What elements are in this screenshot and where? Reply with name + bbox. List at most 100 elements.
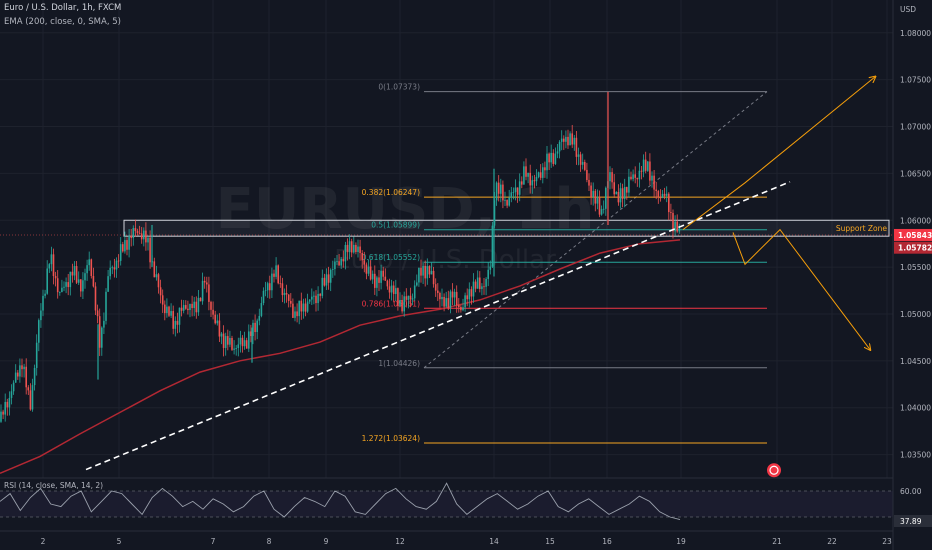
candle [33, 364, 36, 391]
candle-body [296, 311, 298, 317]
candle [63, 281, 65, 292]
candle-body [136, 231, 139, 233]
candle [558, 140, 561, 159]
candle-body [605, 187, 607, 209]
candle [285, 284, 288, 303]
candle [325, 268, 328, 290]
candle-body [19, 365, 21, 377]
candle [46, 260, 48, 295]
candle-body [315, 295, 317, 304]
candle [308, 299, 311, 304]
candle-body [206, 282, 208, 285]
candle-body [348, 241, 351, 253]
candle-body [233, 348, 235, 350]
candle [109, 260, 111, 280]
candle [474, 279, 477, 293]
candle-body [59, 292, 61, 293]
candle-body [674, 221, 676, 232]
candle-body [663, 193, 666, 196]
candle [592, 182, 594, 206]
candle-body [649, 161, 651, 181]
candle [2, 409, 4, 420]
candle-body [317, 293, 319, 304]
candle [441, 288, 443, 307]
candle [512, 187, 515, 200]
candle [416, 274, 418, 287]
candle [252, 319, 254, 345]
fib-level-label: 0.618(1.05552) [362, 253, 420, 262]
candle-body [14, 372, 17, 383]
candle [182, 299, 185, 314]
candle [508, 189, 510, 207]
candle [563, 135, 565, 150]
candle [287, 294, 290, 308]
alert-icon-ring [769, 465, 779, 475]
candle-body [237, 344, 240, 349]
candle-body [174, 320, 177, 329]
candle [29, 383, 32, 411]
candle [195, 296, 198, 319]
candle-body [460, 307, 462, 311]
candle [73, 261, 76, 281]
candle-body [592, 190, 594, 198]
candle [212, 301, 214, 320]
candle-body [25, 366, 27, 388]
candle-body [82, 280, 84, 292]
candle-body [195, 301, 198, 313]
candle-body [153, 261, 156, 278]
candle [111, 265, 114, 275]
candle-body [416, 282, 418, 286]
candle-body [4, 401, 6, 415]
candle [275, 257, 277, 280]
candle [525, 158, 527, 181]
candle [653, 170, 655, 198]
candle-body [535, 176, 538, 182]
candle-body [157, 274, 160, 288]
candle-body [42, 295, 44, 311]
candle-body [269, 283, 271, 291]
candle [35, 334, 38, 376]
candle [40, 303, 42, 328]
candle-body [544, 167, 546, 171]
candle [586, 162, 588, 183]
candle [136, 228, 139, 236]
candle [56, 270, 59, 299]
candle-body [117, 260, 120, 262]
candle-body [90, 259, 93, 276]
candle [348, 234, 351, 260]
rsi-upper-tick: 60.00 [900, 487, 922, 496]
candle [403, 291, 405, 317]
candle-body [422, 266, 424, 276]
candle-body [487, 269, 489, 279]
candle-body [413, 285, 416, 299]
candle [355, 242, 357, 255]
candle-body [323, 277, 326, 286]
candle-body [283, 292, 286, 296]
candle-body [306, 301, 309, 312]
candle [357, 239, 359, 258]
candle [659, 189, 662, 202]
candle-body [600, 209, 603, 215]
candle [439, 291, 441, 308]
candle [239, 330, 242, 353]
candle [315, 290, 317, 312]
candle-body [506, 200, 508, 206]
candle [86, 259, 88, 281]
candle [6, 398, 9, 416]
candle [153, 257, 156, 278]
candle [105, 288, 107, 325]
candle [323, 273, 326, 287]
candle [290, 293, 292, 308]
candle [380, 264, 382, 290]
candle-body [367, 266, 370, 274]
candle-body [516, 187, 519, 195]
candle [119, 237, 122, 266]
candle-body [390, 285, 393, 293]
candle-body [86, 265, 88, 274]
candle [193, 297, 195, 317]
candle-body [598, 196, 601, 215]
candle [191, 295, 193, 317]
candle-body [556, 151, 559, 154]
